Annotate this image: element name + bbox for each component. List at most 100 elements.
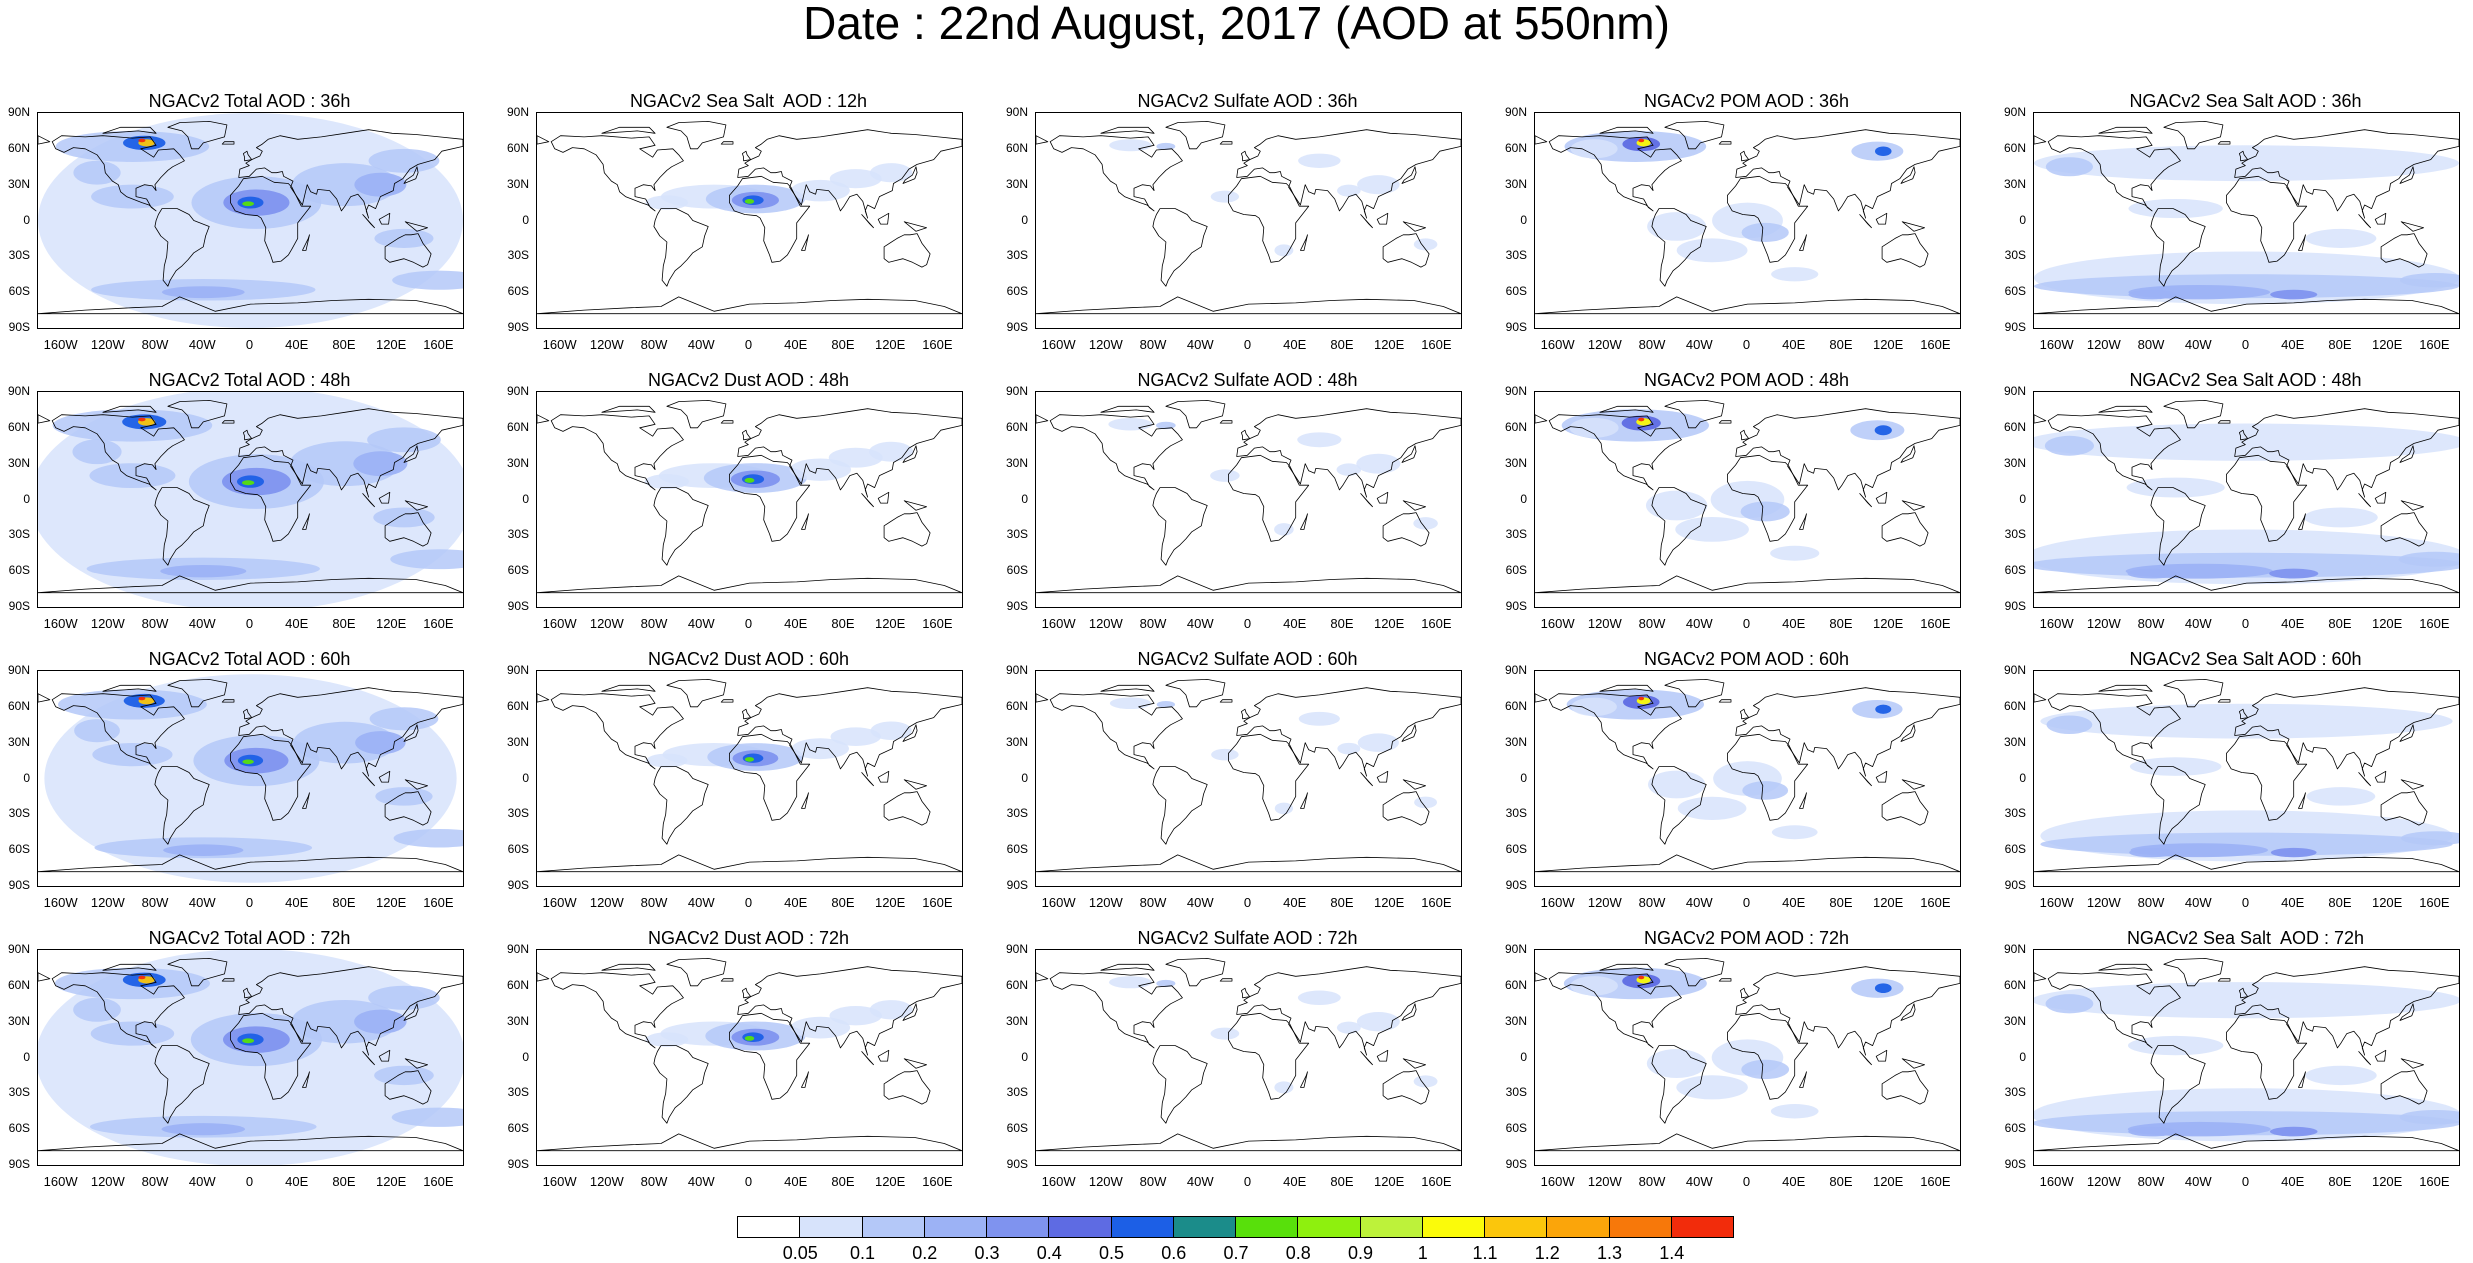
- coastline: [861, 493, 874, 508]
- longitude-label: 160E: [2419, 1174, 2450, 1189]
- longitude-label: 160E: [423, 616, 454, 631]
- longitude-label: 40E: [1283, 1174, 1307, 1189]
- aod-contour-region: [374, 228, 434, 248]
- longitude-label: 80W: [640, 337, 668, 352]
- panel-title: NGACv2 POM AOD : 72h: [1643, 928, 1850, 948]
- longitude-label: 80W: [1638, 895, 1666, 910]
- latitude-label: 30N: [1504, 734, 1527, 749]
- coastline: [38, 972, 51, 982]
- longitude-label: 160W: [542, 337, 577, 352]
- coastline: [1798, 1071, 1807, 1088]
- longitude-label: 120W: [1587, 616, 1622, 631]
- coastline: [666, 678, 727, 708]
- coastline: [1049, 135, 1183, 212]
- longitude-label: 40E: [784, 337, 808, 352]
- latitude-label: 30S: [1006, 806, 1028, 821]
- latitude-label: 30S: [507, 527, 529, 542]
- coastlines: [537, 120, 962, 315]
- coastline: [38, 414, 51, 424]
- map-area: [37, 670, 464, 887]
- longitude-label: 40W: [188, 337, 216, 352]
- latitude-label: 60N: [506, 419, 529, 434]
- coastline: [51, 972, 185, 1049]
- aod-contour-region: [242, 480, 255, 486]
- coastline: [1152, 766, 1208, 845]
- coastline: [2217, 699, 2231, 703]
- longitude-label: 120E: [1872, 616, 1904, 631]
- coastline: [601, 126, 656, 134]
- latitude-label: 60S: [1505, 284, 1527, 299]
- coastline: [1726, 733, 1809, 821]
- coastline: [550, 414, 684, 491]
- aod-contour-region: [1771, 825, 1818, 840]
- aod-contour-region: [2129, 847, 2175, 858]
- coastline: [1227, 733, 1310, 821]
- aod-contour-region: [1156, 421, 1176, 430]
- coastline: [1651, 1045, 1707, 1124]
- longitude-label: 80W: [1638, 337, 1666, 352]
- longitude-label: 160W: [2039, 1174, 2074, 1189]
- coastline: [1376, 491, 1389, 504]
- coastline: [2225, 454, 2308, 542]
- coastline: [1219, 978, 1233, 982]
- coastline: [653, 1045, 709, 1124]
- map-panel: NGACv2 POM AOD : 72h 90N 60N 30N 0 30S 60S 90S 1…: [1505, 928, 1993, 1209]
- coastline: [2034, 1133, 2459, 1152]
- longitude-label: 40E: [1283, 616, 1307, 631]
- coastline: [1548, 693, 1682, 770]
- coastline: [167, 678, 228, 708]
- latitude-label: 30N: [1005, 455, 1028, 470]
- longitude-label: 40W: [2184, 895, 2212, 910]
- longitude-label: 40E: [1782, 1174, 1806, 1189]
- world-map: [38, 113, 463, 328]
- coastlines: [537, 399, 962, 594]
- coastline: [1875, 212, 1888, 225]
- coastline: [1599, 684, 1654, 692]
- aod-contour-region: [1638, 138, 1645, 143]
- coastline: [1049, 693, 1183, 770]
- latitude-label: 30N: [2003, 176, 2026, 191]
- coastline: [1900, 724, 1916, 742]
- coastline: [384, 1070, 432, 1105]
- aod-contour-region: [393, 828, 463, 848]
- coastlines: [1535, 678, 1960, 873]
- longitude-label: 80E: [1330, 616, 1354, 631]
- coastline: [167, 120, 228, 150]
- coastline: [1240, 429, 1251, 441]
- panel-title: NGACv2 Sea Salt AOD : 60h: [2129, 649, 2362, 669]
- coastline: [38, 1133, 463, 1152]
- coastline: [2358, 1051, 2371, 1066]
- aod-contour-region: [1336, 463, 1362, 476]
- longitude-label: 160E: [1421, 1174, 1452, 1189]
- coastline: [1219, 141, 1233, 145]
- map-panel: NGACv2 POM AOD : 48h 90N 60N 30N 0 30S 60S 90S 1…: [1505, 371, 1993, 651]
- latitude-label: 0: [23, 212, 30, 227]
- colorbar-swatch: [1110, 1216, 1174, 1238]
- longitude-label: 80E: [1330, 1174, 1354, 1189]
- latitude-label: 90S: [1006, 1157, 1028, 1171]
- coastline: [242, 987, 253, 999]
- colorbar-swatch: [799, 1216, 863, 1238]
- coastline: [1049, 972, 1183, 1049]
- colorbar-swatch: [1608, 1216, 1672, 1238]
- longitude-label: 160W: [1041, 1174, 1076, 1189]
- coastline: [1152, 487, 1208, 566]
- map-area: [1035, 391, 1462, 608]
- aod-contour-region: [138, 975, 146, 980]
- latitude-label: 0: [23, 1049, 30, 1064]
- latitude-label: 0: [522, 770, 529, 785]
- latitude-label: 60S: [8, 284, 30, 299]
- longitude-label: 120W: [90, 895, 125, 910]
- longitude-label: 0: [245, 337, 254, 352]
- coastline: [384, 512, 432, 547]
- longitude-label: 160W: [1041, 337, 1076, 352]
- coastline: [242, 708, 253, 720]
- aod-contour-region: [1356, 1012, 1400, 1032]
- map-area: [1534, 670, 1961, 887]
- panel-title: NGACv2 Total AOD : 72h: [148, 928, 351, 948]
- latitude-label: 90S: [8, 320, 30, 334]
- coastline: [378, 212, 391, 225]
- longitude-label: 80W: [2137, 895, 2165, 910]
- longitude-label: 120W: [1088, 337, 1123, 352]
- coastline: [1900, 166, 1916, 184]
